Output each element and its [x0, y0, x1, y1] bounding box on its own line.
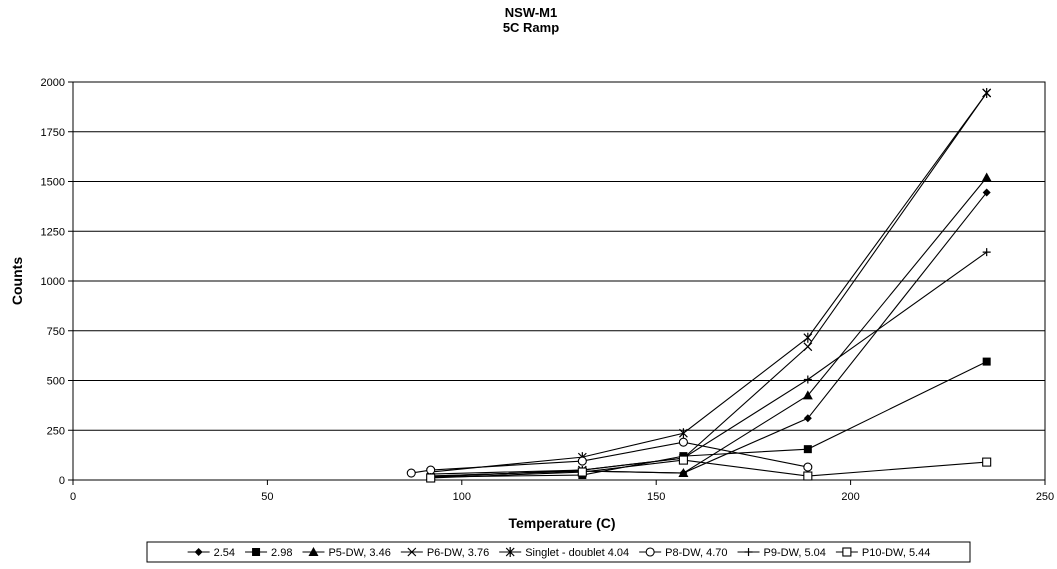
- legend-marker-4: [407, 547, 417, 557]
- data-point-s5-4: [803, 332, 813, 343]
- legend-marker-7: [744, 548, 753, 556]
- x-tick-label-0: 0: [70, 491, 76, 503]
- x-tick-label-150: 150: [647, 491, 665, 503]
- legend-item-5: Singlet - doublet 4.04: [499, 547, 629, 559]
- series-line-5: [430, 92, 988, 473]
- y-tick-label-250: 250: [47, 425, 65, 437]
- legend-item-3: P5-DW, 3.46: [302, 547, 391, 559]
- data-point-s6-4: [678, 437, 688, 447]
- y-tick-label-1000: 1000: [41, 276, 65, 288]
- data-point-s2-5: [982, 357, 991, 366]
- y-axis-title: Counts: [9, 257, 25, 305]
- series-line-4: [430, 92, 988, 475]
- legend-item-6: P8-DW, 4.70: [639, 547, 728, 559]
- series-7: [426, 248, 991, 482]
- data-point-s7-4: [803, 375, 812, 384]
- y-tick-label-1500: 1500: [41, 177, 65, 189]
- gridlines: [73, 131, 1045, 431]
- series-line-1: [430, 192, 988, 477]
- data-point-s3-4: [802, 390, 813, 400]
- data-point-s5-3: [678, 428, 688, 439]
- data-point-s8-1: [426, 473, 436, 483]
- x-tick-label-100: 100: [453, 491, 471, 503]
- legend-label-5: Singlet - doublet 4.04: [525, 547, 629, 559]
- data-point-s6-1: [406, 468, 416, 478]
- legend-item-8: P10-DW, 5.44: [835, 547, 930, 559]
- legend-label-3: P5-DW, 3.46: [328, 547, 390, 559]
- data-point-s3-3: [678, 468, 689, 478]
- data-point-s8-2: [577, 467, 587, 477]
- y-tick-label-500: 500: [47, 376, 65, 388]
- legend-item-7: P9-DW, 5.04: [737, 547, 826, 559]
- data-point-s8-5: [982, 457, 992, 467]
- legend-marker-5: [505, 547, 515, 557]
- series-line-2: [430, 361, 987, 478]
- series-1: [426, 188, 991, 481]
- y-tick-label-2000: 2000: [41, 77, 65, 89]
- legend-box: [146, 541, 971, 563]
- legend-marker-3: [308, 547, 319, 556]
- legend-marker-6: [645, 547, 655, 557]
- data-point-s8-4: [803, 471, 813, 481]
- series-4: [426, 88, 992, 479]
- x-axis-title: Temperature (C): [508, 515, 615, 531]
- y-tick-label-0: 0: [59, 475, 65, 487]
- legend-item-4: P6-DW, 3.76: [400, 547, 489, 559]
- data-point-s8-3: [678, 455, 688, 465]
- data-point-s4-4: [803, 342, 813, 352]
- data-point-s5-5: [982, 87, 992, 98]
- data-point-s1-5: [982, 188, 991, 197]
- legend-label-2: 2.98: [271, 547, 292, 559]
- data-point-s6-5: [803, 462, 813, 472]
- y-tick-label-750: 750: [47, 326, 65, 338]
- legend-marker-1: [194, 548, 203, 556]
- legend-label-7: P9-DW, 5.04: [764, 547, 826, 559]
- y-tick-label-1750: 1750: [41, 127, 65, 139]
- legend-marker-2: [252, 548, 261, 556]
- chart-title: NSW-M1: [505, 5, 557, 20]
- series-5: [426, 87, 992, 478]
- series-8: [426, 455, 992, 483]
- x-tick-label-250: 250: [1036, 491, 1054, 503]
- legend-marker-8: [842, 547, 852, 557]
- legend-label-4: P6-DW, 3.76: [427, 547, 489, 559]
- data-point-s3-5: [981, 172, 992, 182]
- series-line-8: [430, 459, 987, 479]
- data-point-s1-4: [803, 414, 812, 423]
- legend-item-1: 2.54: [187, 547, 235, 559]
- legend-item-2: 2.98: [245, 547, 292, 559]
- legend: 2.54 2.98 P5-DW, 3.46 P6-DW, 3.76 Singlet - …: [187, 547, 930, 559]
- series-line-7: [430, 251, 987, 478]
- y-axis: 0 250 500 750 1000 1250 1500 1750 2000: [41, 77, 73, 487]
- data-point-s2-4: [803, 445, 812, 454]
- data-point-s7-5: [982, 248, 991, 257]
- x-tick-label-200: 200: [841, 491, 859, 503]
- x-tick-label-50: 50: [261, 491, 273, 503]
- series-line-3: [430, 177, 988, 477]
- legend-label-8: P10-DW, 5.44: [862, 547, 930, 559]
- series-3: [425, 172, 992, 481]
- series-6: [406, 437, 813, 478]
- data-point-s6-2: [426, 465, 436, 475]
- data-point-s6-3: [577, 456, 587, 466]
- y-tick-label-1250: 1250: [41, 226, 65, 238]
- x-axis: 0 50 100 150 200 250: [70, 480, 1054, 503]
- chart-subtitle: 5C Ramp: [503, 20, 559, 35]
- legend-label-6: P8-DW, 4.70: [665, 547, 727, 559]
- legend-label-1: 2.54: [214, 547, 235, 559]
- series-group: [406, 87, 992, 483]
